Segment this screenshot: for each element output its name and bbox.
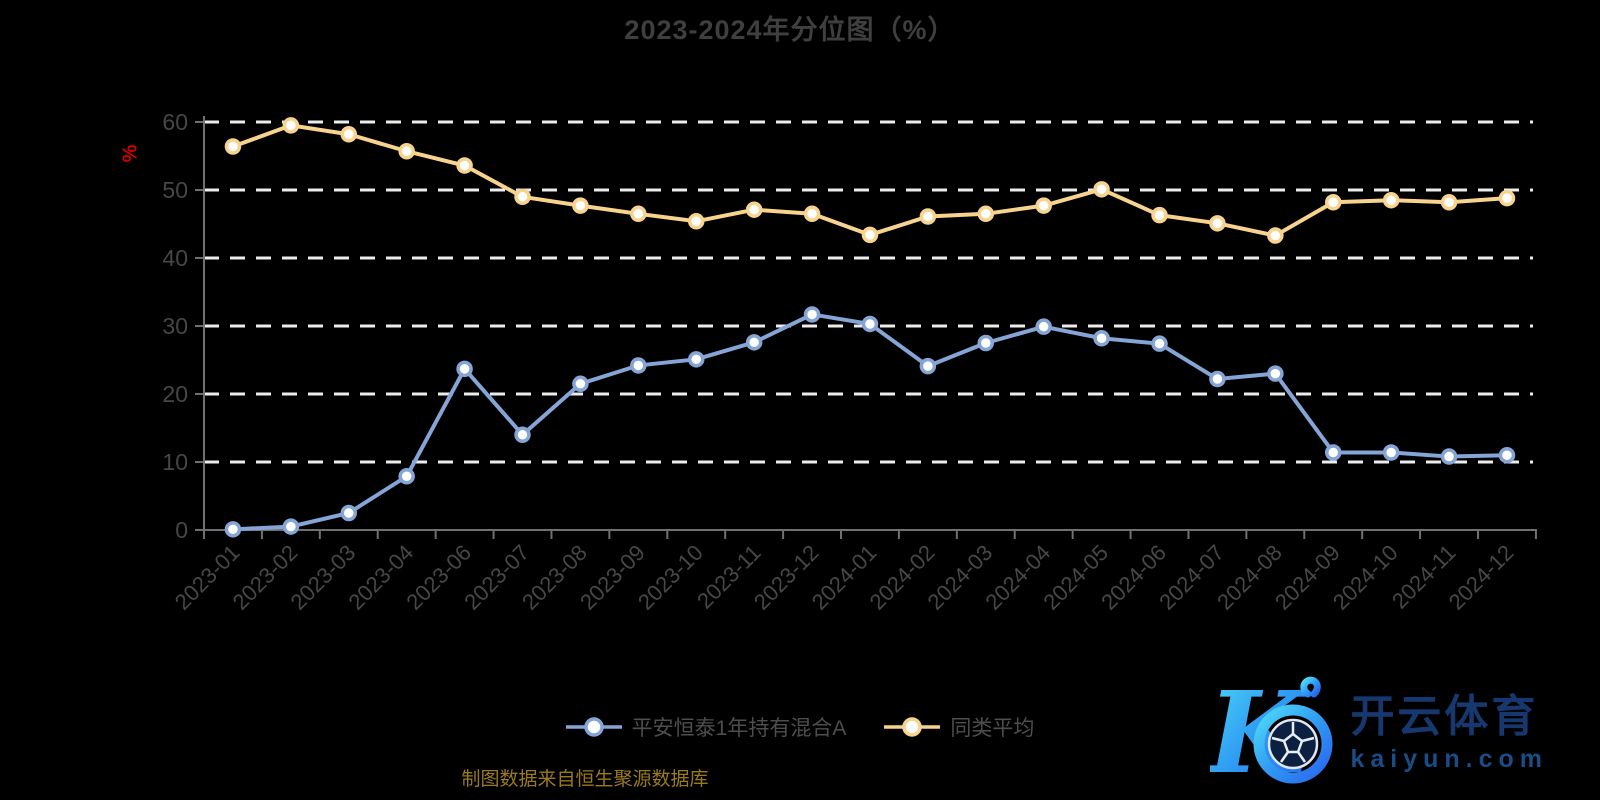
legend-label: 同类平均 — [950, 717, 1035, 740]
data-point[interactable] — [745, 201, 763, 218]
data-point[interactable] — [803, 205, 821, 223]
y-tick-label-40: 40 — [162, 245, 188, 271]
data-point[interactable] — [1382, 191, 1400, 209]
data-point[interactable] — [1209, 370, 1226, 388]
data-point[interactable] — [1440, 193, 1458, 211]
source-note: 制图数据来自恒生聚源数据库 — [461, 769, 709, 790]
data-point[interactable] — [630, 205, 647, 223]
data-point[interactable] — [919, 208, 937, 225]
data-point[interactable] — [687, 213, 705, 230]
kaiyun-logo-icon: K — [1210, 672, 1333, 794]
series-1 — [224, 117, 1516, 244]
data-point[interactable] — [1151, 206, 1168, 224]
legend-marker-icon — [884, 717, 941, 737]
data-point[interactable] — [1498, 446, 1516, 464]
y-tick-label-30: 30 — [162, 313, 188, 339]
data-point[interactable] — [282, 518, 300, 535]
data-point[interactable] — [224, 521, 242, 538]
series-line-1 — [230, 123, 1509, 238]
series-line-0 — [230, 312, 1509, 532]
data-point[interactable] — [861, 226, 879, 244]
y-tick-label-60: 60 — [162, 109, 188, 135]
data-point[interactable] — [340, 504, 358, 522]
watermark-brand-text: 开云体育 — [1350, 691, 1539, 741]
data-point[interactable] — [919, 357, 937, 375]
y-tick-label-0: 0 — [175, 517, 188, 543]
data-point[interactable] — [687, 351, 705, 368]
y-tick-label-50: 50 — [162, 177, 188, 203]
data-point[interactable] — [1498, 189, 1516, 207]
data-point[interactable] — [745, 334, 763, 351]
data-point[interactable] — [1267, 365, 1284, 382]
legend-marker-icon — [565, 717, 622, 737]
data-point[interactable] — [456, 157, 473, 174]
y-tick-label-10: 10 — [162, 449, 188, 475]
axes: 01020304050602023-012023-022023-032023-0… — [162, 109, 1537, 615]
data-point[interactable] — [514, 188, 531, 206]
data-point[interactable] — [1382, 444, 1400, 461]
data-point[interactable] — [398, 142, 415, 160]
data-point[interactable] — [1035, 318, 1052, 335]
data-point[interactable] — [456, 360, 473, 378]
data-point[interactable] — [803, 306, 821, 323]
data-point[interactable] — [861, 315, 879, 333]
data-point[interactable] — [572, 197, 589, 214]
x-axis-label-2023-10: 2023-10 — [633, 540, 708, 615]
gridlines — [204, 120, 1533, 464]
data-point[interactable] — [1093, 181, 1110, 198]
watermark-domain-link[interactable]: kaiyun.com — [1350, 744, 1548, 773]
data-point[interactable] — [1267, 227, 1284, 244]
data-point[interactable] — [224, 138, 242, 155]
data-point[interactable] — [1209, 215, 1226, 232]
data-point[interactable] — [1035, 197, 1052, 214]
data-point[interactable] — [398, 468, 415, 485]
x-axis-label-2024-10: 2024-10 — [1328, 540, 1403, 615]
legend-item-1[interactable]: 同类平均 — [884, 712, 1034, 742]
data-point[interactable] — [572, 375, 589, 393]
data-point[interactable] — [1440, 448, 1458, 465]
data-point[interactable] — [340, 125, 358, 143]
data-point[interactable] — [1324, 444, 1342, 461]
series-0 — [224, 306, 1516, 538]
y-tick-label-20: 20 — [162, 381, 188, 407]
chart-legend: 平安恒泰1年持有混合A 同类平均 — [0, 712, 1600, 742]
data-point[interactable] — [514, 426, 531, 444]
chart-title: 2023-2024年分位图（%） — [624, 15, 956, 45]
data-point[interactable] — [1151, 335, 1168, 352]
data-point[interactable] — [977, 205, 995, 223]
kaiyun-watermark[interactable]: K 开云体育 kaiyun.com — [1210, 672, 1548, 794]
x-axis-label-2024-12: 2024-12 — [1444, 540, 1519, 615]
data-point[interactable] — [1093, 329, 1110, 347]
legend-item-0[interactable]: 平安恒泰1年持有混合A — [565, 712, 847, 742]
data-point[interactable] — [1324, 193, 1342, 211]
data-point[interactable] — [977, 334, 995, 352]
data-point[interactable] — [630, 357, 647, 374]
legend-label: 平安恒泰1年持有混合A — [631, 717, 847, 740]
data-point[interactable] — [282, 117, 300, 134]
